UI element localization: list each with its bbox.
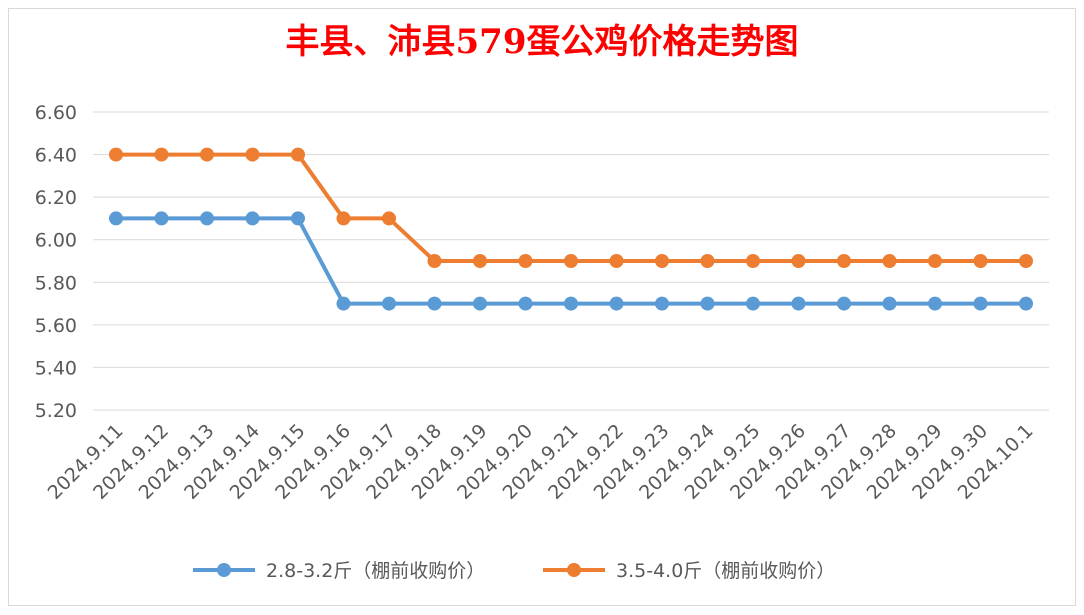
series-1	[109, 211, 1033, 311]
data-point	[291, 147, 305, 162]
data-point	[245, 147, 260, 162]
data-point	[154, 147, 169, 162]
legend-item: 2.8-3.2斤（棚前收购价）	[193, 560, 485, 582]
data-point	[336, 211, 351, 226]
data-point	[882, 296, 897, 311]
data-point	[973, 296, 988, 311]
data-point	[109, 147, 123, 162]
data-point	[245, 211, 260, 226]
data-point	[109, 211, 123, 226]
data-point	[1019, 254, 1033, 268]
data-point	[473, 296, 487, 311]
y-axis-ticks: 6.60 6.40 6.20 6.00 5.80 5.60 5.40 5.20	[35, 102, 77, 422]
data-point	[609, 254, 624, 268]
data-point	[336, 296, 351, 311]
y-tick-label: 5.20	[35, 400, 77, 422]
data-point	[518, 296, 533, 311]
data-point	[700, 254, 715, 268]
series-lines	[109, 147, 1033, 311]
series-2	[109, 147, 1033, 268]
data-point	[564, 254, 578, 268]
data-point	[564, 296, 578, 311]
data-point	[928, 296, 942, 311]
data-point	[973, 254, 988, 268]
data-point	[655, 296, 669, 311]
y-tick-label: 5.80	[35, 272, 77, 294]
legend-marker	[567, 563, 581, 577]
chart-title: 丰县、沛县579蛋公鸡价格走势图	[285, 22, 799, 62]
chart-frame	[8, 8, 1076, 606]
data-point	[518, 254, 533, 268]
data-point	[882, 254, 897, 268]
series-line	[114, 152, 1028, 263]
y-tick-label: 6.60	[35, 102, 77, 124]
data-point	[700, 296, 715, 311]
data-point	[473, 254, 487, 268]
data-point	[427, 254, 442, 268]
data-point	[154, 211, 169, 226]
y-tick-label: 6.20	[35, 187, 77, 209]
legend: 2.8-3.2斤（棚前收购价） 3.5-4.0斤（棚前收购价）	[193, 560, 835, 582]
data-point	[609, 296, 624, 311]
data-point	[382, 211, 396, 226]
data-point	[746, 254, 760, 268]
data-point	[837, 254, 851, 268]
data-point	[382, 296, 396, 311]
legend-marker	[217, 563, 231, 577]
data-point	[1019, 296, 1033, 311]
y-tick-label: 6.40	[35, 145, 77, 167]
data-point	[791, 296, 806, 311]
legend-item: 3.5-4.0斤（棚前收购价）	[543, 560, 835, 582]
data-point	[791, 254, 806, 268]
data-point	[427, 296, 442, 311]
data-point	[837, 296, 851, 311]
data-point	[746, 296, 760, 311]
y-tick-label: 6.00	[35, 230, 77, 252]
data-point	[291, 211, 305, 226]
y-tick-label: 5.60	[35, 315, 77, 337]
data-point	[928, 254, 942, 268]
data-point	[200, 147, 214, 162]
legend-label: 3.5-4.0斤（棚前收购价）	[616, 560, 835, 582]
data-point	[200, 211, 214, 226]
legend-label: 2.8-3.2斤（棚前收购价）	[266, 560, 485, 582]
data-point	[655, 254, 669, 268]
x-axis-ticks: 2024.9.112024.9.122024.9.132024.9.142024…	[44, 420, 1038, 504]
y-tick-label: 5.40	[35, 357, 77, 379]
